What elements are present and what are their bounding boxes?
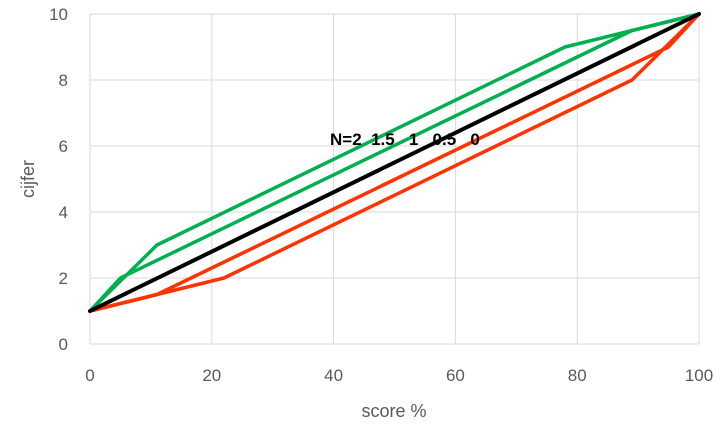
y-tick-label: 2 [59,269,68,288]
grid [89,13,700,345]
x-tick-label: 100 [685,366,713,385]
x-axis: 0 20 40 60 80 100 [85,366,713,385]
series-line-2 [88,12,701,313]
series-line-3 [88,12,701,313]
y-axis-title: cijfer [18,160,38,198]
y-axis: 0 2 4 6 8 10 [49,5,68,354]
x-tick-label: 40 [324,366,343,385]
x-tick-label: 20 [202,366,221,385]
x-axis-title: score % [361,401,426,421]
annotation-label: N=2 1.5 1 0.5 0 [330,130,480,149]
series-line-5 [88,12,701,313]
x-tick-label: 80 [568,366,587,385]
y-tick-label: 0 [59,335,68,354]
y-tick-label: 4 [59,203,68,222]
x-tick-label: 60 [446,366,465,385]
y-tick-label: 10 [49,5,68,24]
series-group [88,12,701,313]
x-tick-label: 0 [85,366,94,385]
y-tick-label: 8 [59,71,68,90]
y-tick-label: 6 [59,137,68,156]
